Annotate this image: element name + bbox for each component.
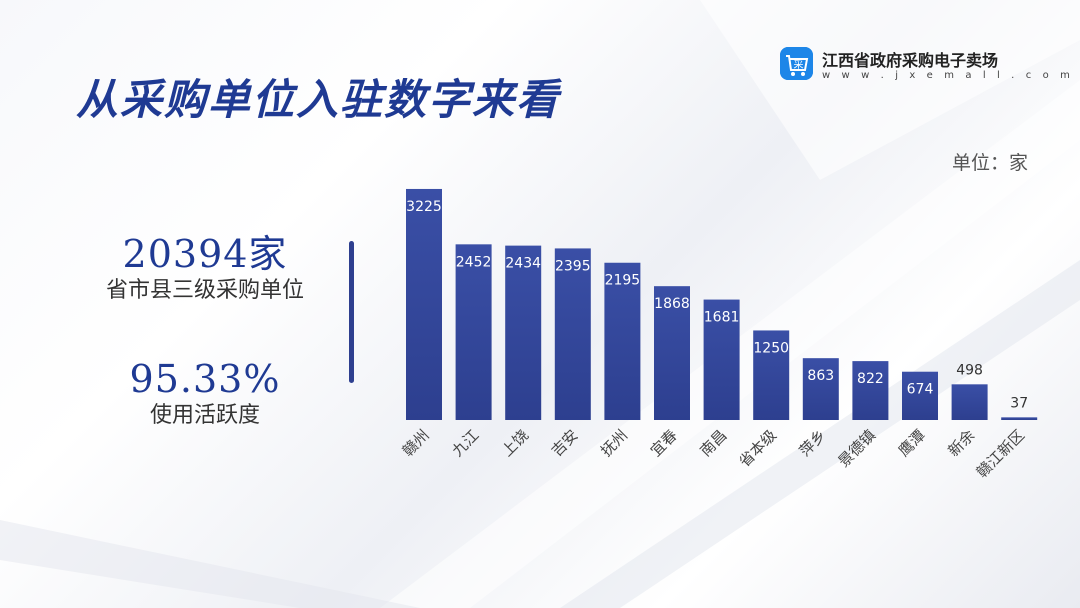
stat-total-units: 20394家 省市县三级采购单位 (60, 232, 350, 306)
bar-赣州 (406, 188, 442, 420)
category-label: 景德镇 (835, 426, 880, 471)
unit-label: 单位：家 (951, 152, 1028, 174)
bar-景德镇 (852, 361, 889, 420)
data-label: 37 (1010, 395, 1028, 411)
bar-吉安 (554, 248, 591, 420)
category-label: 吉安 (548, 426, 582, 460)
data-label: 2434 (505, 256, 541, 272)
category-label: 宜春 (647, 426, 681, 460)
page-title: 从采购单位入驻数字来看 (76, 75, 561, 124)
logo-text: 采 (794, 59, 804, 71)
category-label: 萍乡 (796, 426, 830, 460)
data-label: 2395 (555, 258, 591, 274)
bar-萍乡 (802, 358, 839, 420)
brand-name: 江西省政府采购电子卖场 (822, 51, 999, 70)
stat-label: 省市县三级采购单位 (105, 278, 304, 303)
data-label: 3225 (406, 199, 442, 215)
divider-line (349, 241, 354, 383)
brand-url: w w w . j x e m a l l . c o m (822, 70, 1074, 81)
category-label: 新余 (944, 426, 978, 460)
stat-activity-rate: 95.33% 使用活跃度 (60, 357, 350, 431)
bar-省本级 (753, 330, 790, 420)
bar-抚州 (604, 262, 641, 420)
data-label: 498 (956, 362, 983, 378)
stat-label: 使用活跃度 (149, 403, 260, 428)
data-label: 1250 (753, 340, 789, 356)
bar-新余 (951, 384, 988, 420)
bar-上饶 (505, 245, 542, 420)
bar-南昌 (703, 299, 740, 420)
cart-logo-icon: 采 (780, 47, 813, 80)
brand-header: 采 江西省政府采购电子卖场 w w w . j x e m a l l . c … (780, 47, 1070, 85)
data-label: 1681 (704, 310, 740, 326)
bar-chart: 3225 赣州 2452 九江 2434 上饶 2395 吉安 2195 抚州 1868 宜春 1681… (370, 160, 1060, 520)
data-label: 863 (807, 368, 834, 384)
bar-chart-svg: 3225 赣州 2452 九江 2434 上饶 2395 吉安 2195 抚州 1868 宜春 1681… (399, 188, 1038, 481)
category-label: 上饶 (498, 426, 532, 460)
data-label: 822 (857, 371, 884, 387)
category-label: 省本级 (735, 426, 780, 471)
stat-value: 20394家 (122, 232, 288, 276)
category-label: 赣江新区 (973, 426, 1028, 481)
category-label: 抚州 (597, 426, 631, 460)
data-label: 2195 (605, 273, 641, 289)
data-label: 1868 (654, 296, 690, 312)
data-label: 674 (907, 382, 934, 398)
category-label: 鹰潭 (895, 426, 929, 460)
stat-value: 95.33% (129, 357, 281, 401)
data-label: 2452 (456, 254, 492, 270)
bar-九江 (455, 244, 492, 420)
bar-鹰潭 (902, 371, 938, 420)
category-label: 南昌 (696, 426, 730, 460)
category-label: 九江 (448, 426, 482, 460)
bar-赣江新区 (1001, 417, 1038, 420)
category-label: 赣州 (399, 426, 433, 460)
bar-宜春 (654, 286, 690, 420)
